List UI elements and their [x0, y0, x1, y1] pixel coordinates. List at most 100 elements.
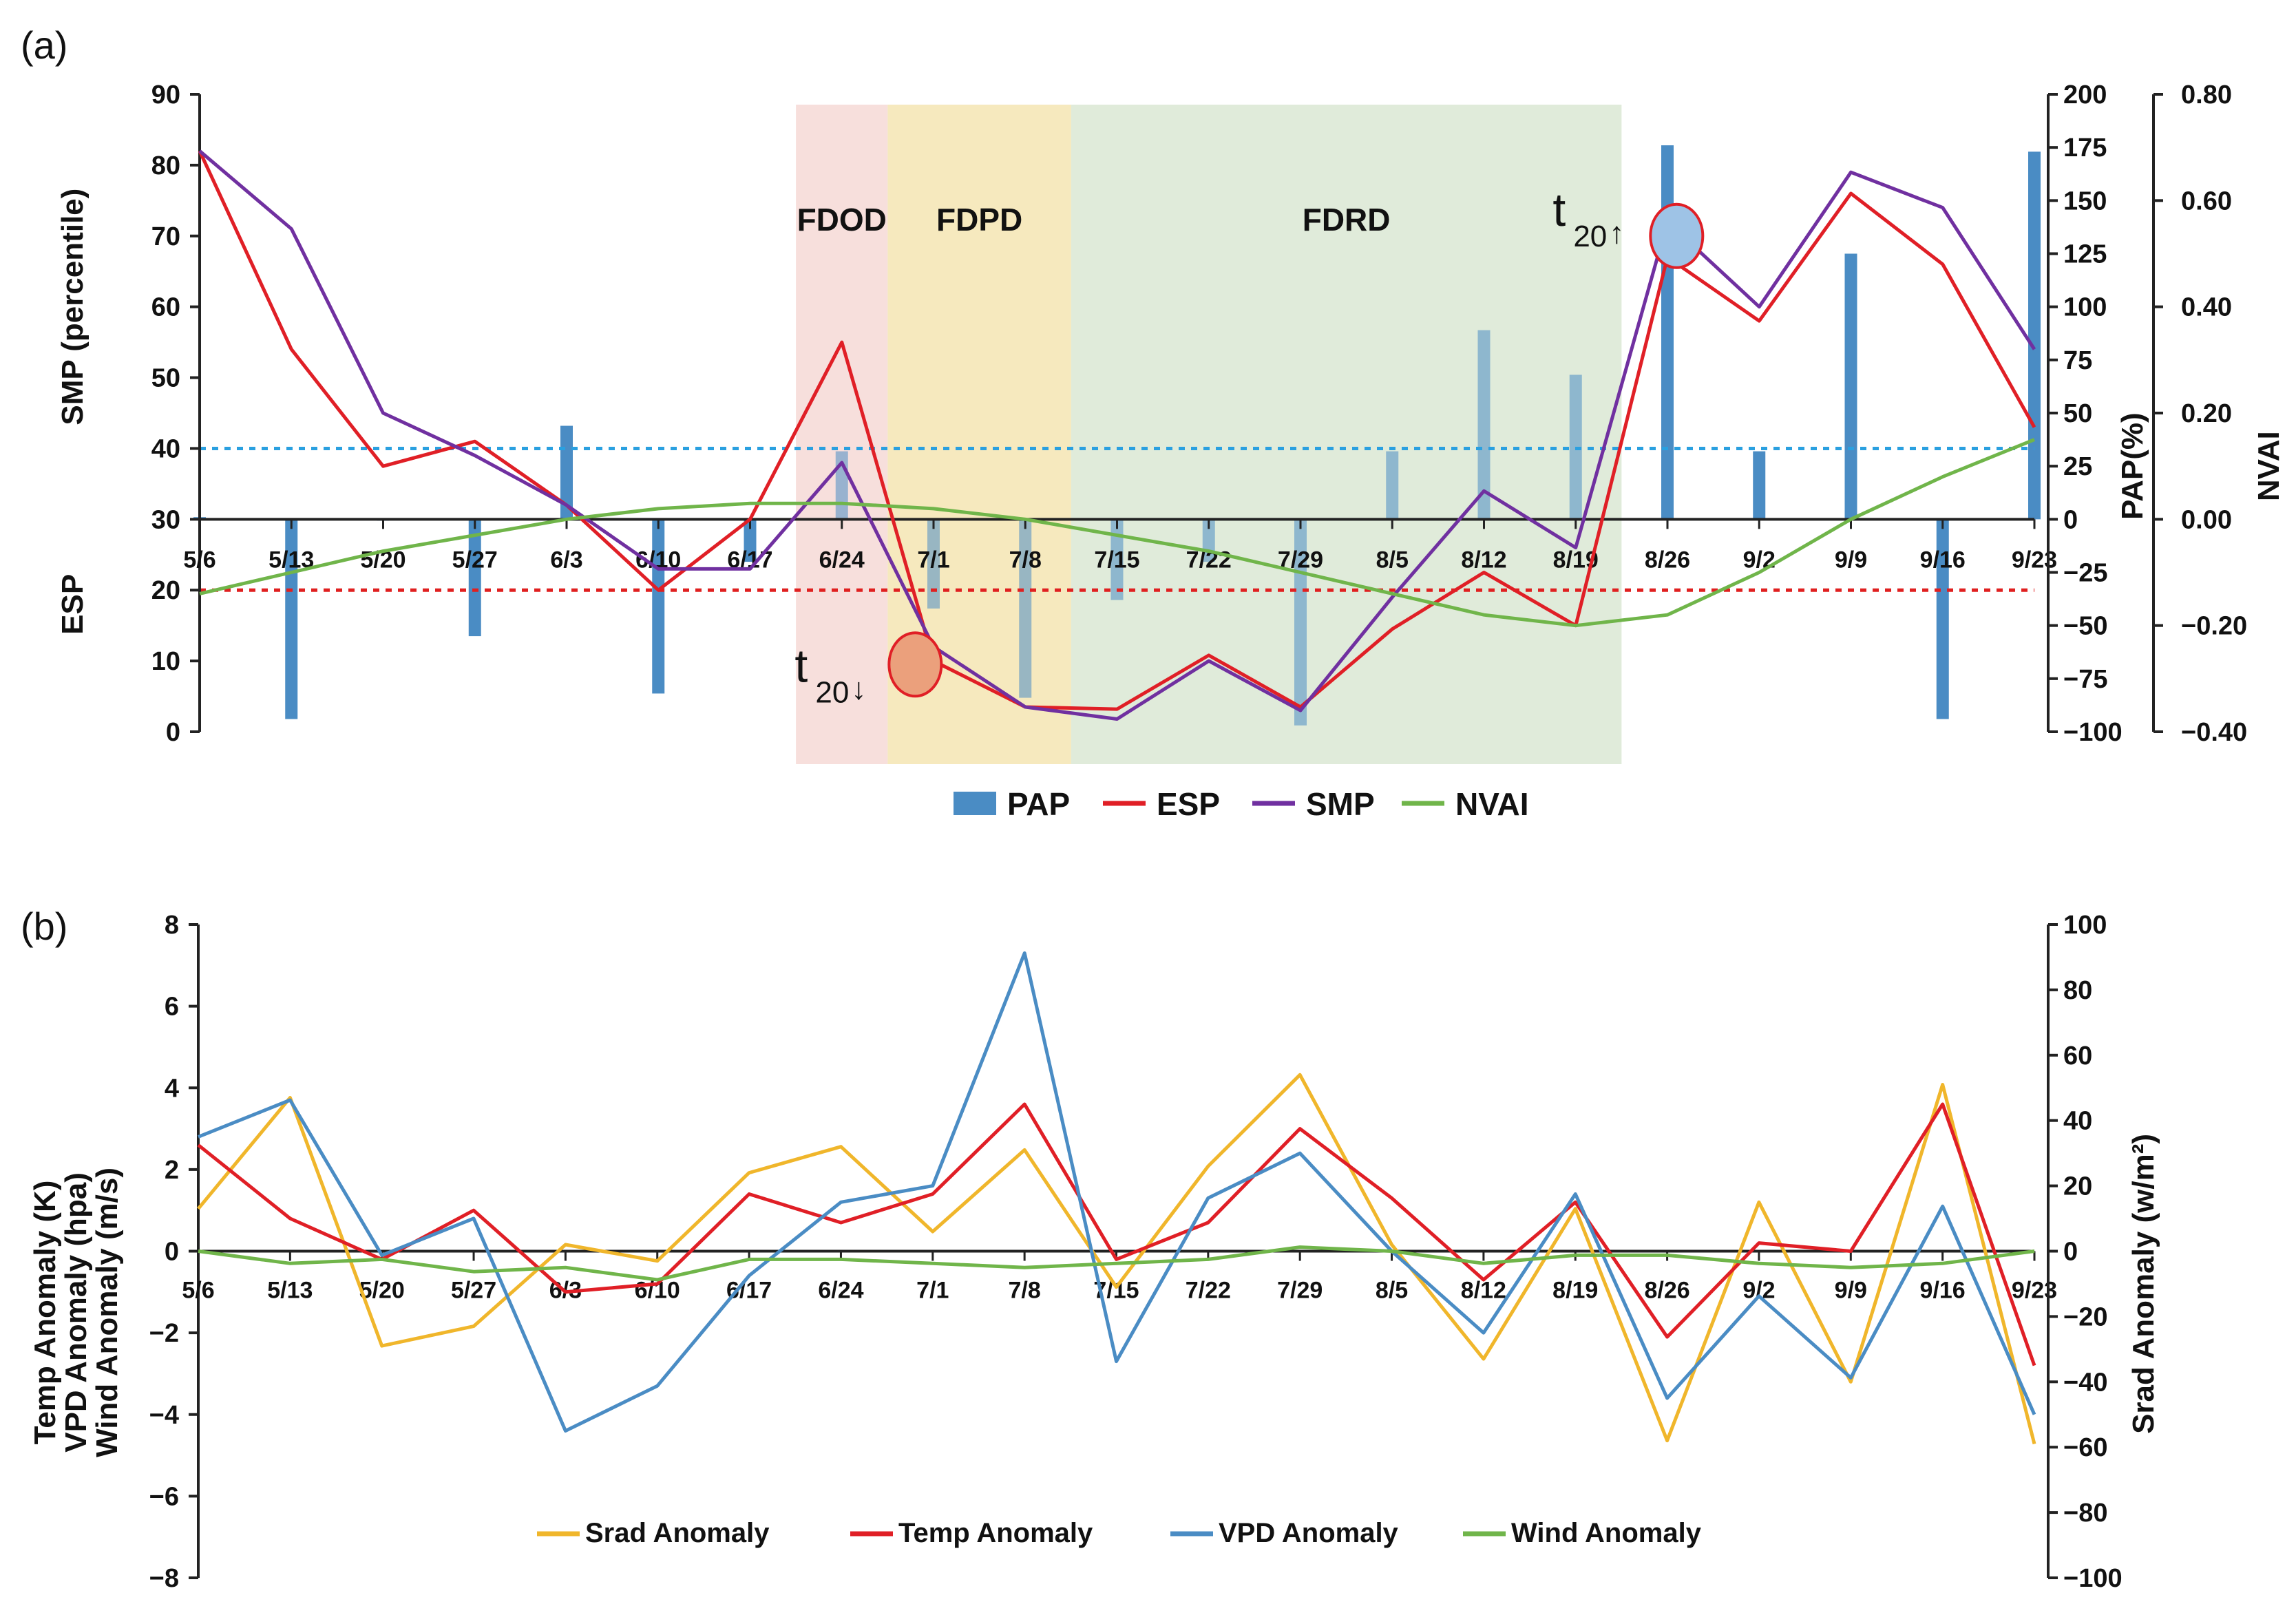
- y-tick-label-left-b: −6: [149, 1482, 179, 1511]
- phase-marker-circle: [887, 631, 943, 698]
- y-tick-label-pap: 200: [2063, 81, 2107, 109]
- x-tick-label: 7/15: [1094, 547, 1139, 573]
- y-tick-label-right-b: −60: [2063, 1433, 2107, 1462]
- panel-a-axis-labels: SMP (percentile) ESP PAP(%) NVAI: [56, 189, 2286, 635]
- panel-a-lines: [198, 149, 2036, 721]
- legend-label-b: VPD Anomaly: [1219, 1518, 1399, 1548]
- y-tick-label-nvai: 0.80: [2181, 81, 2232, 109]
- x-tick-label-b: 5/20: [359, 1278, 405, 1304]
- pap-bar: [285, 519, 298, 719]
- pap-bar: [1753, 451, 1766, 520]
- x-tick-label: 5/6: [183, 547, 215, 573]
- legend-swatch-pap: [954, 792, 996, 815]
- phase-marker-subscript: 20: [1573, 220, 1607, 253]
- series-line-vpd-anomaly: [198, 951, 2036, 1433]
- phase-marker-subscript: 20: [815, 675, 849, 709]
- y-tick-label-pap: 25: [2063, 452, 2092, 481]
- x-tick-label-b: 7/8: [1009, 1278, 1041, 1304]
- x-tick-label: 7/1: [917, 547, 949, 573]
- legend-label-b: Srad Anomaly: [585, 1518, 770, 1548]
- y-tick-label-nvai: −0.20: [2181, 612, 2247, 641]
- y-tick-label-nvai: 0.20: [2181, 399, 2232, 428]
- series-line-nvai: [199, 438, 2035, 628]
- y-tick-label-left: 10: [151, 647, 180, 676]
- panel-b-legend: Srad Anomaly Temp Anomaly VPD Anomaly Wind …: [537, 1518, 1702, 1548]
- y-tick-label-right-b: −80: [2063, 1499, 2107, 1528]
- y-tick-label-left: 70: [151, 222, 180, 251]
- y-tick-label-pap: −25: [2063, 559, 2107, 588]
- y-axis-label-pap: PAP(%): [2116, 412, 2149, 520]
- y-axis-label-nvai: NVAI: [2252, 431, 2286, 501]
- y-axis-label-vpd: VPD Anomaly (hpa): [59, 1172, 93, 1453]
- phase-label-fdpd: FDPD: [936, 202, 1022, 237]
- x-tick-label: 8/5: [1376, 547, 1409, 573]
- y-tick-label-pap: 50: [2063, 399, 2092, 428]
- y-tick-label-left: 60: [151, 293, 180, 322]
- y-tick-label-right-b: 80: [2063, 976, 2092, 1005]
- series-line-temp-anomaly: [197, 1102, 2036, 1366]
- series-line-srad-anomaly: [197, 1073, 2036, 1445]
- pap-bar: [1386, 451, 1399, 520]
- y-axis-label-wind: Wind Anomaly (m/s): [90, 1168, 124, 1457]
- phase-label-fdod: FDOD: [797, 202, 887, 237]
- x-tick-label-b: 9/23: [2012, 1278, 2057, 1304]
- pap-bar: [1844, 253, 1857, 520]
- pap-bar: [652, 519, 665, 694]
- y-tick-label-left-b: 6: [165, 993, 179, 1022]
- legend-label-nvai: NVAI: [1455, 786, 1529, 822]
- x-tick-label: 6/24: [819, 547, 865, 573]
- y-tick-label-pap: −50: [2063, 612, 2107, 641]
- x-tick-label: 6/3: [550, 547, 582, 573]
- x-tick-label: 9/2: [1743, 547, 1776, 573]
- x-tick-label: 8/26: [1645, 547, 1690, 573]
- legend-label-esp: ESP: [1157, 786, 1220, 822]
- x-tick-label-b: 8/12: [1461, 1278, 1506, 1304]
- x-tick-label-b: 8/19: [1552, 1278, 1598, 1304]
- pap-bar: [744, 519, 757, 562]
- y-tick-label-left-b: 4: [165, 1074, 179, 1103]
- legend-label-pap: PAP: [1007, 786, 1070, 822]
- panel-b-lines: [197, 951, 2036, 1445]
- y-tick-label-nvai: 0.00: [2181, 505, 2232, 534]
- y-tick-label-left: 20: [151, 576, 180, 605]
- y-tick-label-left-b: 2: [165, 1156, 179, 1185]
- x-tick-label-b: 9/9: [1835, 1278, 1867, 1304]
- y-tick-label-pap: 150: [2063, 187, 2107, 215]
- x-tick-label-b: 7/29: [1277, 1278, 1323, 1304]
- phase-marker-symbol: t: [1552, 184, 1566, 236]
- pap-bar: [1477, 330, 1491, 520]
- x-tick-label-b: 7/1: [916, 1278, 949, 1304]
- panel-a-legend: PAP ESP SMP NVAI: [954, 786, 1529, 822]
- pap-bars: [193, 145, 2041, 726]
- y-tick-label-left: 50: [151, 364, 180, 393]
- x-tick-label-b: 7/22: [1186, 1278, 1231, 1304]
- phase-marker-arrow: ↑: [1609, 216, 1624, 250]
- pap-bar: [1661, 145, 1674, 520]
- panel-a-label: (a): [21, 23, 67, 67]
- y-tick-label-right-b: 0: [2063, 1238, 2078, 1267]
- y-axis-label-temp: Temp Anomaly (K): [28, 1181, 62, 1445]
- pap-bar: [1936, 519, 1949, 719]
- y-tick-label-left-b: −8: [149, 1564, 179, 1593]
- phase-band-fdod: [796, 105, 888, 764]
- threshold-lines: [200, 446, 2034, 592]
- x-tick-label: 7/8: [1009, 547, 1042, 573]
- legend-label-b: Wind Anomaly: [1511, 1518, 1702, 1548]
- x-tick-label: 9/23: [2012, 547, 2057, 573]
- y-tick-label-right-b: −100: [2063, 1564, 2123, 1593]
- y-tick-label-left: 90: [151, 81, 180, 109]
- panel-b-axis-labels: Temp Anomaly (K) VPD Anomaly (hpa) Wind …: [28, 1134, 2160, 1457]
- legend-label-smp: SMP: [1306, 786, 1375, 822]
- y-tick-label-pap: −75: [2063, 665, 2107, 694]
- y-tick-label-pap: 125: [2063, 240, 2107, 269]
- x-tick-label: 9/16: [1920, 547, 1966, 573]
- x-tick-label-b: 8/5: [1376, 1278, 1408, 1304]
- pap-bar: [468, 519, 481, 637]
- y-tick-label-pap: 100: [2063, 293, 2107, 322]
- x-tick-label: 5/27: [452, 547, 498, 573]
- pap-bar: [1019, 519, 1032, 698]
- x-tick-label: 8/12: [1461, 547, 1506, 573]
- y-tick-label-left-b: −4: [149, 1401, 179, 1430]
